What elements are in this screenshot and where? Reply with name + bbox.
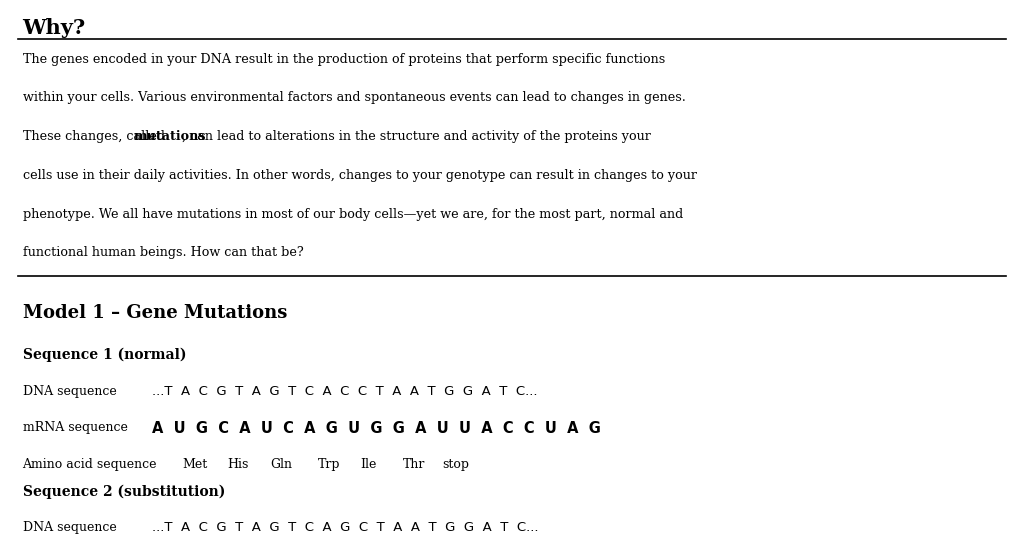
Text: Sequence 2 (substitution): Sequence 2 (substitution) xyxy=(23,485,225,499)
Text: His: His xyxy=(227,458,249,471)
Text: DNA sequence: DNA sequence xyxy=(23,385,117,398)
Text: Thr: Thr xyxy=(402,458,425,471)
Text: The genes encoded in your DNA result in the production of proteins that perform : The genes encoded in your DNA result in … xyxy=(23,53,665,66)
Text: , can lead to alterations in the structure and activity of the proteins your: , can lead to alterations in the structu… xyxy=(182,130,651,143)
Text: Model 1 – Gene Mutations: Model 1 – Gene Mutations xyxy=(23,304,287,322)
Text: ...T  A  C  G  T  A  G  T  C  A  G  C  T  A  A  T  G  G  A  T  C...: ...T A C G T A G T C A G C T A A T G G A… xyxy=(152,521,538,534)
Text: ...T  A  C  G  T  A  G  T  C  A  C  C  T  A  A  T  G  G  A  T  C...: ...T A C G T A G T C A C C T A A T G G A… xyxy=(152,385,537,398)
Text: These changes, called: These changes, called xyxy=(23,130,169,143)
Text: functional human beings. How can that be?: functional human beings. How can that be… xyxy=(23,246,303,259)
Text: mutations: mutations xyxy=(134,130,207,143)
Text: Gln: Gln xyxy=(270,458,292,471)
Text: Trp: Trp xyxy=(317,458,340,471)
Text: Sequence 1 (normal): Sequence 1 (normal) xyxy=(23,348,186,363)
Text: A  U  G  C  A  U  C  A  G  U  G  G  A  U  U  A  C  C  U  A  G: A U G C A U C A G U G G A U U A C C U A … xyxy=(152,421,600,436)
Text: mRNA sequence: mRNA sequence xyxy=(23,421,127,434)
Text: within your cells. Various environmental factors and spontaneous events can lead: within your cells. Various environmental… xyxy=(23,91,685,104)
Text: Met: Met xyxy=(182,458,208,471)
Text: Amino acid sequence: Amino acid sequence xyxy=(23,458,157,471)
Text: stop: stop xyxy=(442,458,469,471)
Text: Ile: Ile xyxy=(360,458,377,471)
Text: DNA sequence: DNA sequence xyxy=(23,521,117,534)
Text: cells use in their daily activities. In other words, changes to your genotype ca: cells use in their daily activities. In … xyxy=(23,169,696,182)
Text: Why?: Why? xyxy=(23,18,86,38)
Text: phenotype. We all have mutations in most of our body cells—yet we are, for the m: phenotype. We all have mutations in most… xyxy=(23,208,683,221)
